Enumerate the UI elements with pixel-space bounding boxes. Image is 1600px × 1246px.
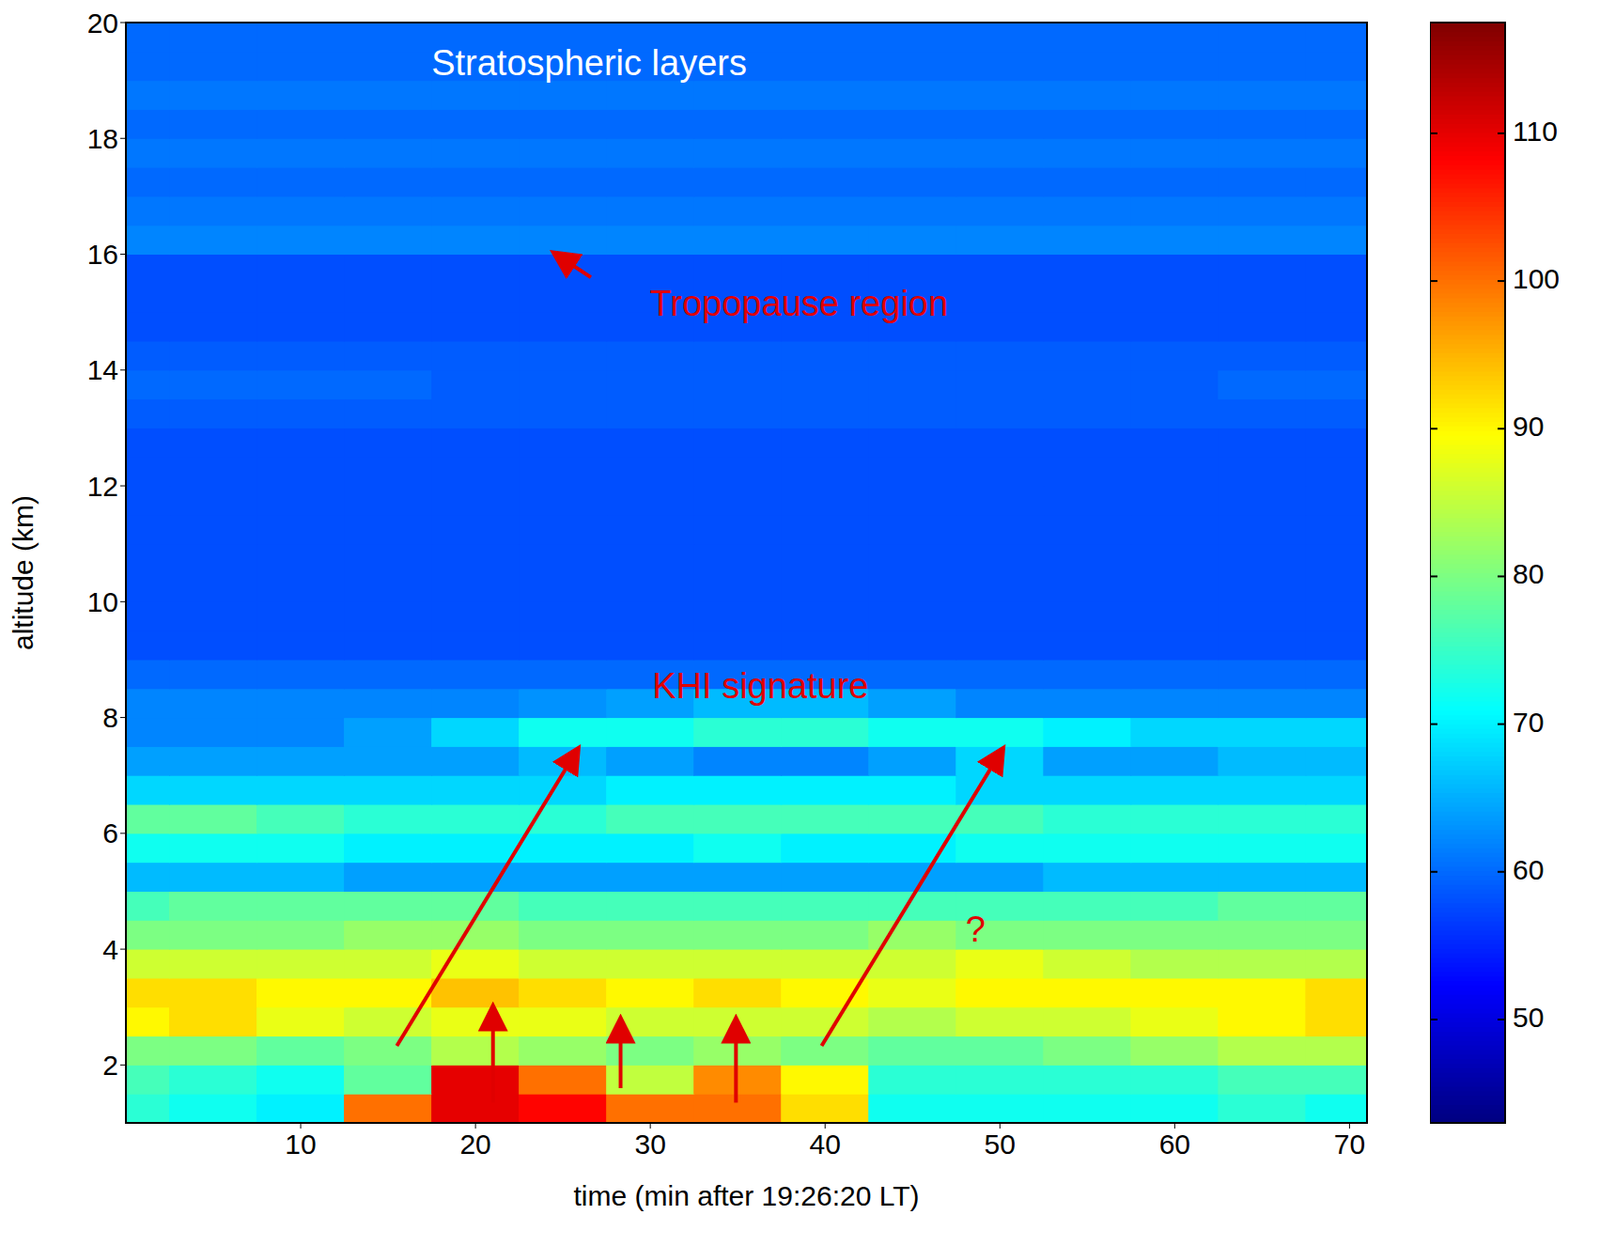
svg-text:60: 60 <box>1159 1128 1191 1160</box>
svg-text:2: 2 <box>102 1049 119 1081</box>
svg-text:Stratospheric layers: Stratospheric layers <box>431 43 747 83</box>
svg-text:Tropopause region: Tropopause region <box>650 283 949 324</box>
svg-text:60: 60 <box>1512 854 1544 886</box>
svg-text:KHI signature: KHI signature <box>652 666 869 706</box>
svg-text:altitude (km): altitude (km) <box>7 495 39 651</box>
svg-text:40: 40 <box>809 1128 841 1160</box>
svg-text:10: 10 <box>284 1128 316 1160</box>
svg-text:10: 10 <box>87 586 119 618</box>
svg-text:80: 80 <box>1512 558 1544 590</box>
svg-text:90: 90 <box>1512 410 1544 442</box>
svg-text:16: 16 <box>87 238 119 270</box>
svg-text:?: ? <box>965 909 986 949</box>
svg-text:110: 110 <box>1512 115 1558 147</box>
svg-text:18: 18 <box>87 123 119 155</box>
svg-text:70: 70 <box>1334 1128 1366 1160</box>
svg-text:50: 50 <box>1512 1001 1544 1033</box>
svg-text:time (min after 19:26:20 LT): time (min after 19:26:20 LT) <box>574 1180 920 1212</box>
svg-text:6: 6 <box>102 817 119 849</box>
svg-text:14: 14 <box>87 354 119 386</box>
svg-text:8: 8 <box>102 701 119 733</box>
svg-text:20: 20 <box>87 7 119 39</box>
svg-text:70: 70 <box>1512 706 1544 738</box>
svg-text:50: 50 <box>984 1128 1016 1160</box>
svg-text:4: 4 <box>102 933 119 965</box>
svg-text:30: 30 <box>634 1128 666 1160</box>
svg-text:12: 12 <box>87 470 119 502</box>
svg-text:100: 100 <box>1512 263 1560 295</box>
svg-text:20: 20 <box>459 1128 491 1160</box>
